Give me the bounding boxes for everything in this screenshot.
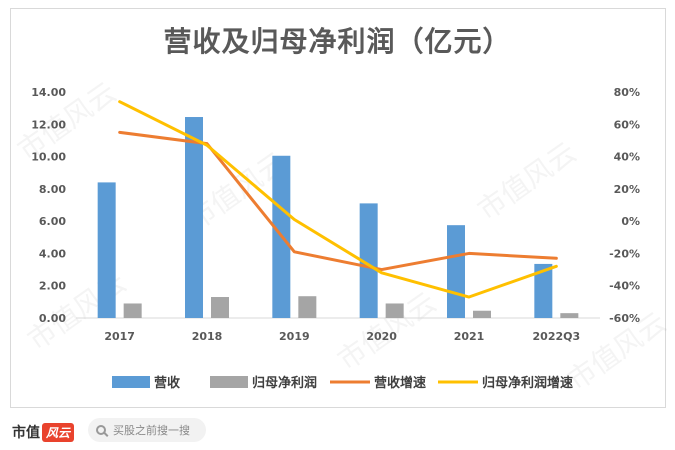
bar-net-profit <box>560 313 579 318</box>
bar-net-profit <box>385 303 404 318</box>
search-icon <box>96 425 106 435</box>
bar-net-profit <box>211 297 229 318</box>
x-tick-label: 2020 <box>366 330 397 343</box>
y-left-tick-label: 4.00 <box>39 247 66 260</box>
search-box[interactable]: 买股之前搜一搜 <box>88 418 206 442</box>
y-right-tick-label: -40% <box>609 280 640 293</box>
y-right-tick-label: 40% <box>614 151 640 164</box>
y-left-tick-label: 12.00 <box>31 118 66 131</box>
line-net-profit-growth <box>118 100 558 299</box>
bottom-bar: 市值 风云 买股之前搜一搜 <box>0 412 675 450</box>
legend-label: 营收增速 <box>374 375 426 391</box>
x-tick-label: 2022Q3 <box>533 330 581 343</box>
x-tick-label: 2018 <box>192 330 223 343</box>
bar-revenue <box>185 117 203 319</box>
y-left-tick-label: 2.00 <box>39 280 66 293</box>
brand: 市值 风云 <box>12 421 75 443</box>
legend-swatch <box>210 376 248 388</box>
bar-net-profit <box>298 296 317 318</box>
y-right-tick-label: 0% <box>621 215 640 228</box>
y-right-tick-label: 80% <box>614 86 640 99</box>
bar-revenue <box>447 225 465 318</box>
y-right-tick-label: 20% <box>614 183 640 196</box>
bar-revenue <box>97 182 116 318</box>
y-left-tick-label: 8.00 <box>39 183 66 196</box>
legend-label: 归母净利润 <box>252 375 317 391</box>
legend-label: 营收 <box>154 375 181 391</box>
brand-logo: 风云 <box>42 422 75 442</box>
legend-swatch <box>112 376 150 388</box>
x-tick-label: 2021 <box>454 330 485 343</box>
chart-card <box>10 8 666 408</box>
x-tick-label: 2019 <box>279 330 310 343</box>
y-left-tick-label: 6.00 <box>39 215 66 228</box>
y-right-tick-label: -20% <box>609 247 640 260</box>
bar-net-profit <box>473 310 491 318</box>
line-revenue-growth <box>118 130 558 272</box>
y-left-tick-label: 10.00 <box>31 151 66 164</box>
bar-net-profit <box>123 303 142 318</box>
y-right-tick-label: -60% <box>609 312 640 325</box>
brand-name: 市值 <box>12 425 40 441</box>
chart-title: 营收及归母净利润（亿元） <box>163 25 512 58</box>
y-left-tick-label: 14.00 <box>31 86 66 99</box>
search-placeholder: 买股之前搜一搜 <box>113 424 190 437</box>
legend-label: 归母净利润增速 <box>482 375 573 391</box>
bar-revenue <box>534 263 553 318</box>
y-left-tick-label: 0.00 <box>39 312 66 325</box>
bar-revenue <box>359 203 378 318</box>
x-tick-label: 2017 <box>104 330 135 343</box>
y-right-tick-label: 60% <box>614 118 640 131</box>
